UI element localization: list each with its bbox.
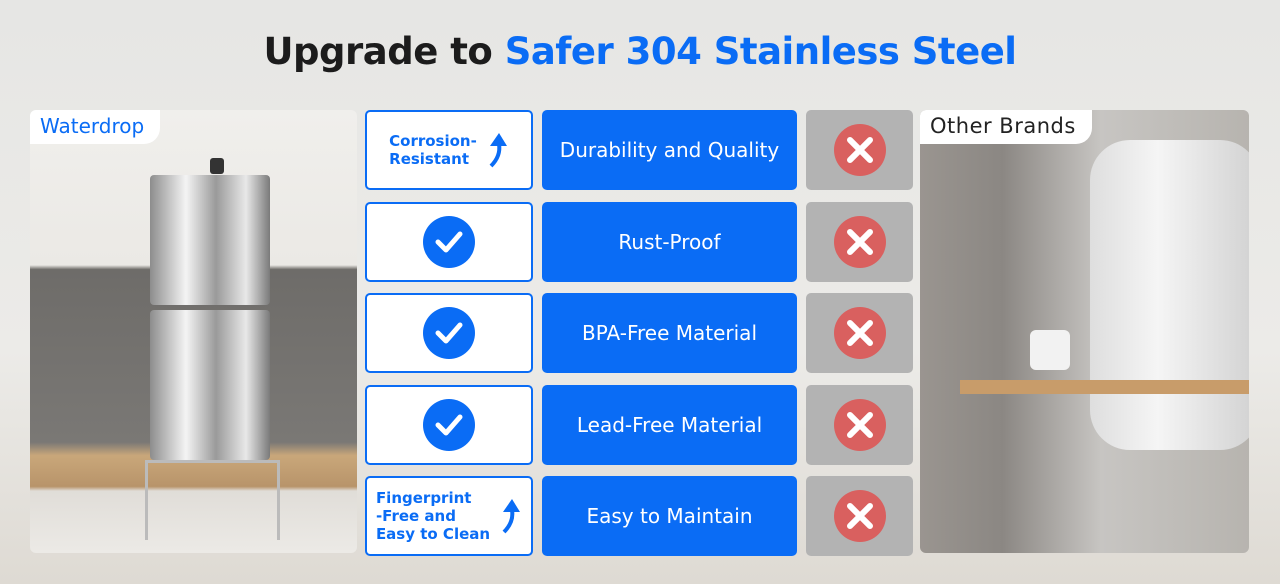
feature-cell: Rust-Proof — [542, 202, 797, 282]
waterdrop-cell: Corrosion- Resistant — [365, 110, 533, 190]
feature-cell: BPA-Free Material — [542, 293, 797, 373]
cross-icon — [833, 124, 886, 176]
arrow-up-icon — [489, 133, 507, 168]
wooden-stand — [960, 380, 1249, 394]
feat-line: -Free and — [375, 507, 456, 525]
other-brands-label: Other Brands — [920, 110, 1092, 144]
waterdrop-cell: Fingerprint -Free and Easy to Clean — [365, 476, 533, 556]
other-cell — [806, 202, 913, 282]
other-brands-photo: Other Brands — [920, 110, 1249, 553]
title-prefix: Upgrade to — [263, 30, 505, 73]
check-icon — [423, 307, 475, 359]
feature-cell: Durability and Quality — [542, 110, 797, 190]
other-cell — [806, 110, 913, 190]
upper-tank — [150, 175, 270, 305]
arrow-up-icon — [502, 499, 521, 534]
waterdrop-cell — [365, 202, 533, 282]
title-highlight: Safer 304 Stainless Steel — [504, 30, 1017, 73]
feat-line: Resistant — [389, 150, 470, 168]
cross-icon — [833, 216, 886, 268]
plastic-jug — [1090, 140, 1249, 450]
other-cell — [806, 293, 913, 373]
feature-cell: Easy to Maintain — [542, 476, 797, 556]
cross-icon — [833, 399, 886, 451]
waterdrop-cell — [365, 385, 533, 465]
lid-knob — [210, 158, 224, 174]
stand — [145, 460, 280, 540]
feat-line: Corrosion- — [389, 132, 477, 150]
other-cell — [806, 476, 913, 556]
waterdrop-product-photo: Waterdrop — [30, 110, 357, 553]
waterdrop-logo: Waterdrop — [30, 110, 161, 144]
feat-line: Easy to Clean — [375, 525, 491, 543]
cross-icon — [833, 490, 886, 542]
check-icon — [423, 216, 475, 268]
feat-line: Fingerprint — [375, 489, 472, 507]
check-icon — [423, 399, 475, 451]
lower-tank — [150, 310, 270, 460]
page-title: Upgrade to Safer 304 Stainless Steel — [0, 30, 1280, 73]
waterdrop-cell — [365, 293, 533, 373]
feature-cell: Lead-Free Material — [542, 385, 797, 465]
tap — [1030, 330, 1070, 370]
cross-icon — [833, 307, 886, 359]
other-cell — [806, 385, 913, 465]
